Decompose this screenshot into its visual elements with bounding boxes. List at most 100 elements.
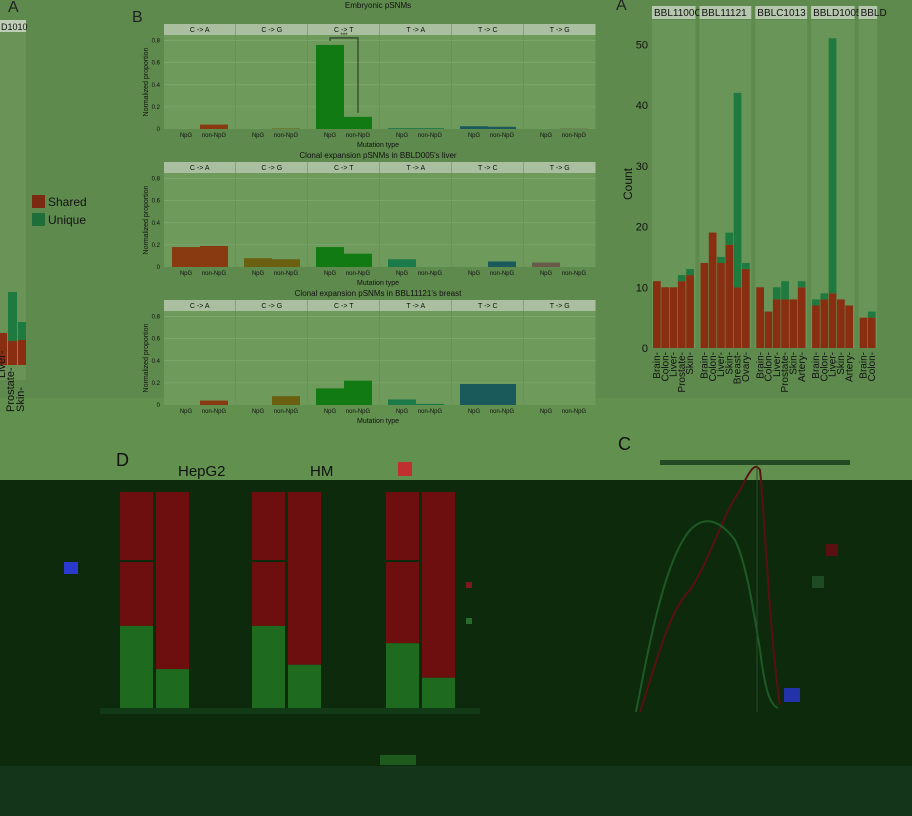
chart-a-bar-shared (653, 281, 661, 348)
chart-a-xtick: Liver- (669, 352, 680, 377)
chart-b2-xtick: NpG (180, 409, 193, 415)
chart-d-group-label-1: HM (310, 463, 333, 480)
chart-b0-ytick: 0.8 (152, 39, 161, 45)
chart-a-bar-shared (756, 287, 764, 348)
chart-a-bar-shared (867, 317, 876, 348)
chart-b2-facet-title: T -> G (550, 303, 570, 310)
chart-b0-facet-strip (236, 24, 308, 35)
chart-b0-ytick: 0.6 (152, 61, 161, 67)
chart-b1-bar (532, 262, 560, 267)
chart-b2-ylabel: Normalized proportion (143, 323, 150, 392)
chart-c-facet-strip (660, 460, 850, 465)
chart-a-ytick: 0 (642, 343, 648, 355)
chart-b0-facet-title: C -> G (261, 27, 282, 34)
legend-swatch-shared (32, 195, 45, 208)
chart-b1-ytick: 0 (157, 265, 161, 271)
chart-b0-xtick: NpG (396, 133, 409, 139)
left-strip-facet (0, 20, 26, 32)
chart-b0-facet-strip (452, 24, 524, 35)
chart-b0-xtick: NpG (468, 133, 481, 139)
chart-b0-facet-panel (380, 35, 452, 129)
chart-d-bar-shared (386, 492, 419, 644)
chart-a-bar-unique (686, 269, 694, 276)
chart-a-ytick: 30 (636, 161, 648, 173)
chart-a-xtick: Breast- (733, 352, 744, 384)
chart-d-bar-unique (120, 625, 153, 708)
chart-b0-xtick: non-NpG (274, 133, 299, 139)
chart-b2-facet-panel (236, 311, 308, 405)
chart-b0-facet-strip (380, 24, 452, 35)
chart-d-bar-unique (156, 669, 189, 708)
chart-c-legend-unique (812, 576, 824, 588)
chart-a-xtick: Skin- (836, 352, 847, 375)
chart-a-bar-shared (717, 262, 725, 348)
chart-a-facet-panel (858, 20, 878, 348)
chart-d-divider (386, 560, 420, 562)
chart-a-bar-shared (797, 287, 806, 348)
chart-b0-facet-panel (236, 35, 308, 129)
chart-b0-bar (316, 44, 344, 129)
chart-b0-xtick: NpG (180, 133, 193, 139)
chart-b2-facet-title: T -> C (478, 303, 498, 310)
chart-b0-facet-title: T -> G (550, 27, 570, 34)
chart-a-bar-shared (742, 269, 750, 348)
chart-b2-bar (460, 383, 488, 405)
chart-d-artifact (380, 755, 416, 765)
chart-a-bar-unique (797, 281, 806, 288)
chart-b0-xtick: non-NpG (202, 133, 227, 139)
chart-b2-facet-title: T -> A (406, 303, 425, 310)
chart-a-facet-title: BBLD1005 (813, 8, 862, 19)
chart-a-bar-shared (820, 299, 829, 348)
chart-a-ytick: 10 (636, 282, 648, 294)
chart-b1-facet-panel (236, 173, 308, 267)
chart-b0-facet-title: T -> C (478, 27, 498, 34)
chart-a-bar-unique (867, 311, 876, 318)
chart-a-xtick: Prostate- (780, 352, 791, 393)
chart-a-xtick: Skin- (685, 352, 696, 375)
chart-b1-bar (388, 259, 416, 267)
chart-a-bar-shared (789, 299, 798, 348)
chart-b0-xtick: NpG (252, 133, 265, 139)
chart-b1-title: Clonal expansion pSNMs in BBLD005's live… (299, 151, 456, 160)
chart-b1-xtick: NpG (396, 271, 409, 277)
chart-a-bar-shared (845, 305, 853, 348)
legend-swatch-unique (32, 213, 45, 226)
chart-d-bar-shared (288, 492, 321, 665)
chart-b1-bar (344, 253, 372, 267)
chart-b2-bar (344, 380, 372, 405)
chart-c-curve-shared (639, 465, 781, 713)
chart-b2-facet-title: C -> A (190, 303, 210, 310)
chart-b1-facet-strip (308, 162, 380, 173)
chart-a-facet-strip (858, 6, 878, 19)
chart-a-xtick: Liver- (828, 352, 839, 377)
chart-b1-facet-strip (524, 162, 596, 173)
chart-b0-facet-strip (164, 24, 236, 35)
chart-a-bar-unique (717, 256, 725, 263)
chart-b2-ytick: 0 (157, 403, 161, 409)
chart-b0-xtick: NpG (324, 133, 337, 139)
chart-b0-facet-strip (524, 24, 596, 35)
chart-b0-bar (488, 126, 516, 129)
left-strip-panel: D1010 Liver- Prostate- Skin- (0, 20, 28, 412)
chart-a-bar-shared (781, 299, 789, 348)
chart-d-divider (120, 560, 154, 562)
chart-b2-xtick: NpG (324, 409, 337, 415)
chart-b2-xtick: non-NpG (418, 409, 443, 415)
chart-b1-xtick: non-NpG (346, 271, 371, 277)
chart-d-bar-unique (252, 625, 285, 708)
chart-c-legend-shared (826, 544, 838, 556)
chart-b0-ytick: 0.4 (152, 83, 161, 89)
chart-a-facet-strip (652, 6, 696, 19)
chart-a-bar-shared (677, 281, 686, 348)
chart-a-ytick: 40 (636, 100, 648, 112)
left-tick-2: Prostate- (5, 367, 17, 412)
chart-b1-facet-strip (380, 162, 452, 173)
left-tick-1: Liver- (0, 350, 8, 378)
legend-label-unique: Unique (48, 213, 86, 227)
chart-b1-bar (172, 247, 200, 267)
chart-b0-facet-title: C -> A (190, 27, 210, 34)
chart-b0-facet-panel (164, 35, 236, 129)
chart-a-xtick: Prostate- (677, 352, 688, 393)
chart-c-curve-unique (635, 520, 779, 713)
chart-a-bar-shared (837, 299, 845, 348)
